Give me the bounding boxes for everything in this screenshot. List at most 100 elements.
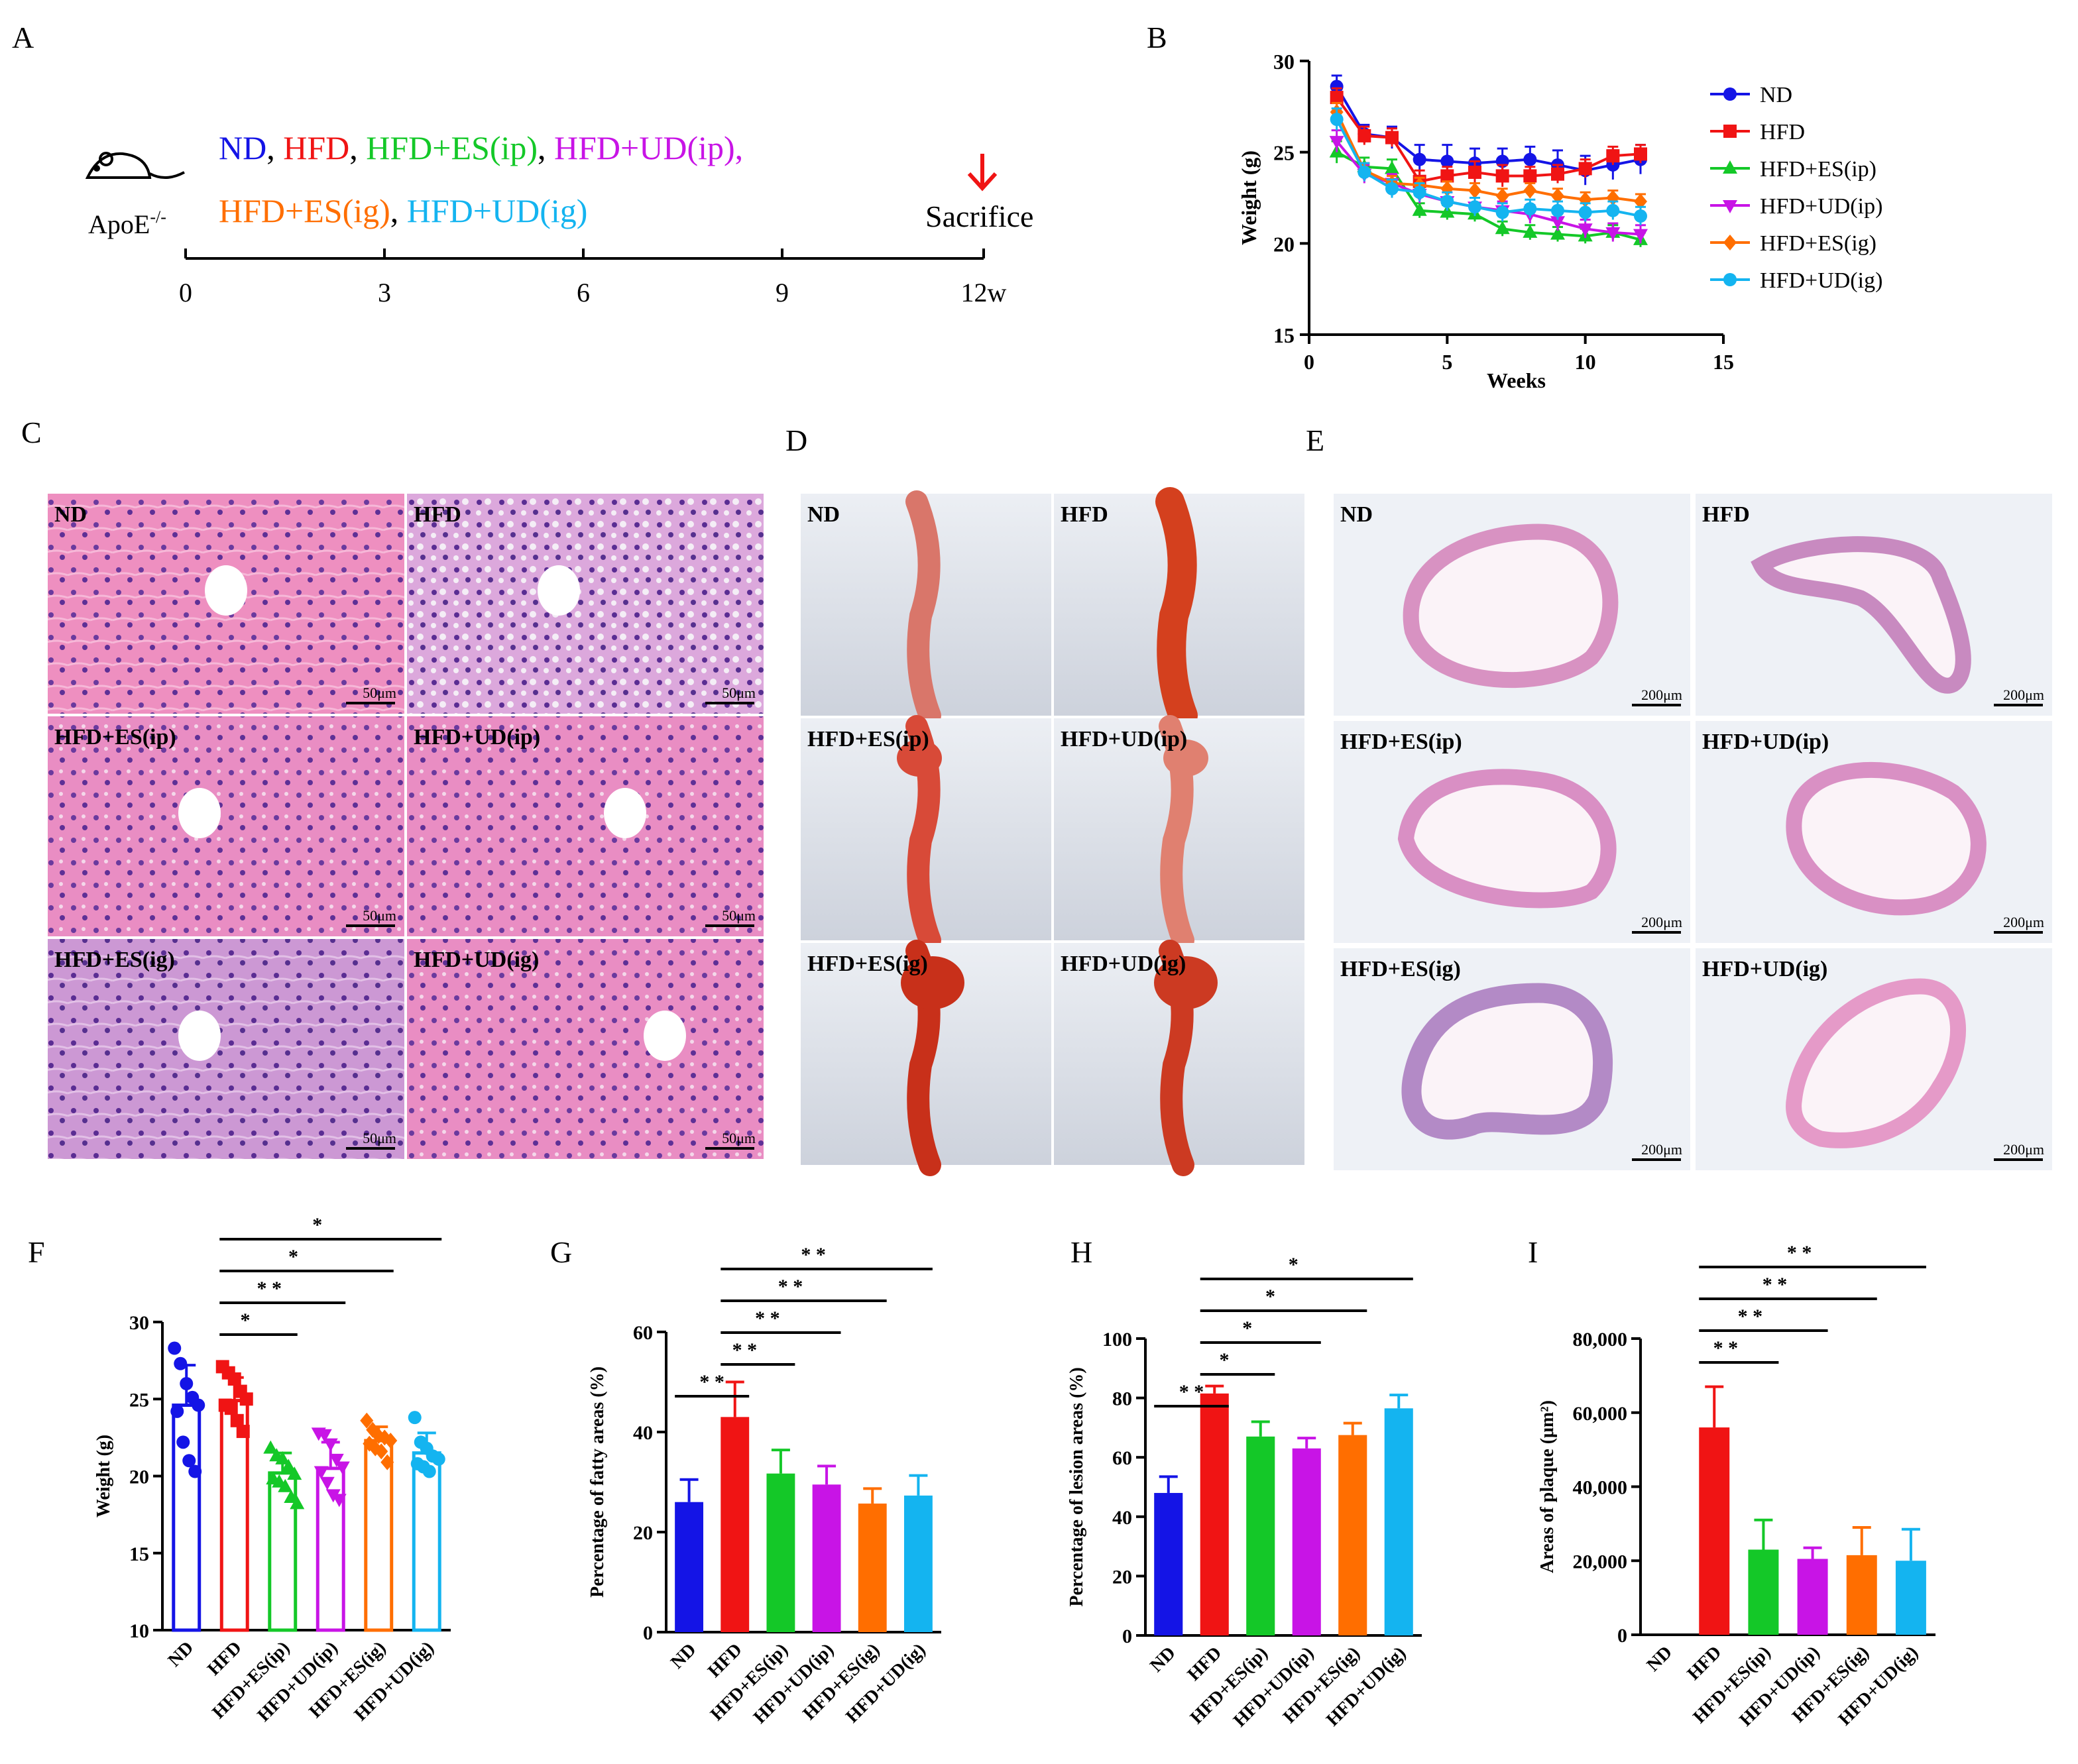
- groups_line2-2: HFD+UD(ig): [407, 192, 588, 229]
- series-point: [1330, 113, 1344, 127]
- series-point: [329, 1453, 344, 1467]
- significance-label: * *: [1787, 1242, 1812, 1264]
- series-point: [1551, 203, 1564, 217]
- image-label: ND: [807, 502, 840, 527]
- scale-bar-label: 50μm: [722, 1130, 756, 1146]
- panel-a-timeline: ApoE-/- ND, HFD, HFD+ES(ip), HFD+UD(ip),…: [85, 129, 1033, 307]
- y-tick-label: 100: [1102, 1329, 1132, 1351]
- image-tile: HFD+UD(ip) 200μm: [1696, 721, 2052, 943]
- series-point: [1723, 235, 1737, 250]
- image-label: ND: [1340, 502, 1373, 527]
- bar: [412, 1451, 441, 1632]
- series-line: [1335, 111, 1641, 203]
- series-point: [170, 1404, 184, 1418]
- y-tick-label: 0: [1122, 1626, 1132, 1647]
- x-tick-label: HFD: [1683, 1642, 1725, 1684]
- image-background: [48, 716, 404, 936]
- series-point: [188, 1464, 202, 1478]
- series-point: [375, 1443, 388, 1460]
- groups-line-1: ND, HFD, HFD+ES(ip), HFD+UD(ip),: [219, 129, 743, 166]
- legend-label: ND: [1760, 83, 1792, 107]
- y-tick-label: 40: [633, 1422, 653, 1444]
- series-point: [1440, 169, 1454, 183]
- series-point: [176, 1435, 190, 1449]
- series-point: [1605, 227, 1621, 241]
- aortic-arch: [1163, 740, 1208, 777]
- scale-bar-label: 50μm: [363, 1130, 396, 1146]
- series-line: [1336, 150, 1641, 241]
- image-background: [48, 939, 404, 1159]
- series-point: [1550, 226, 1565, 240]
- series-point: [1357, 129, 1371, 142]
- bar: [766, 1473, 795, 1632]
- panel-letter-f: F: [28, 1235, 45, 1269]
- image-tile: HFD+ES(ip) 200μm: [1334, 721, 1690, 943]
- panel-letter-i: I: [1528, 1235, 1538, 1269]
- central-vein: [644, 1011, 686, 1061]
- bar: [1846, 1555, 1877, 1635]
- sacrifice-arrow-icon: [967, 154, 998, 192]
- image-tile: HFD+UD(ip) 50μm: [407, 716, 764, 936]
- y-tick-label: 40: [1112, 1507, 1132, 1529]
- series-point: [1468, 182, 1481, 199]
- series-point: [1468, 200, 1481, 214]
- image-label: HFD+UD(ip): [1061, 727, 1187, 751]
- panel-letter-e: E: [1306, 423, 1324, 457]
- aorta: [1155, 487, 1198, 730]
- groups_line1-3: ,: [349, 129, 366, 166]
- series-point: [1440, 204, 1455, 218]
- series-point: [1495, 188, 1509, 204]
- significance-label: *: [288, 1246, 298, 1268]
- bar: [1246, 1436, 1275, 1635]
- series-point: [1385, 131, 1399, 144]
- series-point: [224, 1402, 238, 1415]
- series-point: [323, 1438, 338, 1452]
- series-UDig: [1330, 107, 1647, 225]
- series-point: [1633, 229, 1648, 243]
- y-tick-label: 20,000: [1573, 1551, 1628, 1572]
- series-point: [1723, 160, 1737, 174]
- mouse-icon: [85, 152, 185, 179]
- y-tick-label: 30: [129, 1312, 149, 1334]
- bar: [675, 1502, 704, 1632]
- x-tick-label: HFD: [704, 1639, 746, 1682]
- series-point: [422, 1464, 436, 1478]
- image-label: HFD+UD(ip): [1702, 730, 1829, 754]
- bar: [721, 1417, 750, 1632]
- groups-line-2: HFD+ES(ig), HFD+UD(ig): [219, 192, 587, 229]
- y-tick-label: 15: [129, 1543, 149, 1565]
- y-tick-label: 30: [1273, 50, 1295, 74]
- y-tick-label: 25: [1273, 141, 1295, 165]
- central-vein: [178, 1011, 221, 1061]
- bar: [1895, 1561, 1926, 1635]
- bar: [1384, 1408, 1413, 1635]
- y-tick-label: 0: [1617, 1625, 1627, 1647]
- vessel-wall: [1786, 978, 1967, 1148]
- series-point: [174, 1356, 188, 1370]
- panel-letter-a: A: [12, 21, 34, 54]
- scale-bar-label: 200μm: [1641, 1141, 1682, 1158]
- bar: [1797, 1559, 1828, 1635]
- scale-bar-label: 50μm: [363, 907, 396, 924]
- y-tick-label: 60: [1112, 1447, 1132, 1469]
- timeline-tick-label: 0: [179, 278, 192, 307]
- scale-bar-label: 200μm: [2003, 1141, 2044, 1158]
- panel-c-liver-histology: ND 50μm HFD 50μm HFD+ES(ip) 50μm HFD+UD(ip) 50μ…: [48, 494, 764, 1159]
- series-point: [1523, 169, 1537, 183]
- central-vein: [178, 788, 221, 838]
- series-point: [1413, 186, 1426, 199]
- image-label: HFD+UD(ip): [414, 725, 540, 749]
- significance-label: * *: [699, 1371, 724, 1393]
- significance-label: * *: [1713, 1337, 1739, 1359]
- y-axis-label: Percentage of lesion areas (%): [1067, 1367, 1087, 1606]
- series-point: [1468, 165, 1481, 179]
- bar: [812, 1484, 841, 1632]
- series-point: [384, 1433, 398, 1449]
- series-point: [281, 1459, 296, 1472]
- series-point: [1495, 205, 1509, 219]
- image-label: HFD+ES(ig): [807, 952, 928, 976]
- significance-label: *: [241, 1309, 251, 1331]
- panel-letter-h: H: [1070, 1235, 1092, 1269]
- aortic-arch: [1154, 956, 1218, 1009]
- aortic-arch: [901, 956, 964, 1009]
